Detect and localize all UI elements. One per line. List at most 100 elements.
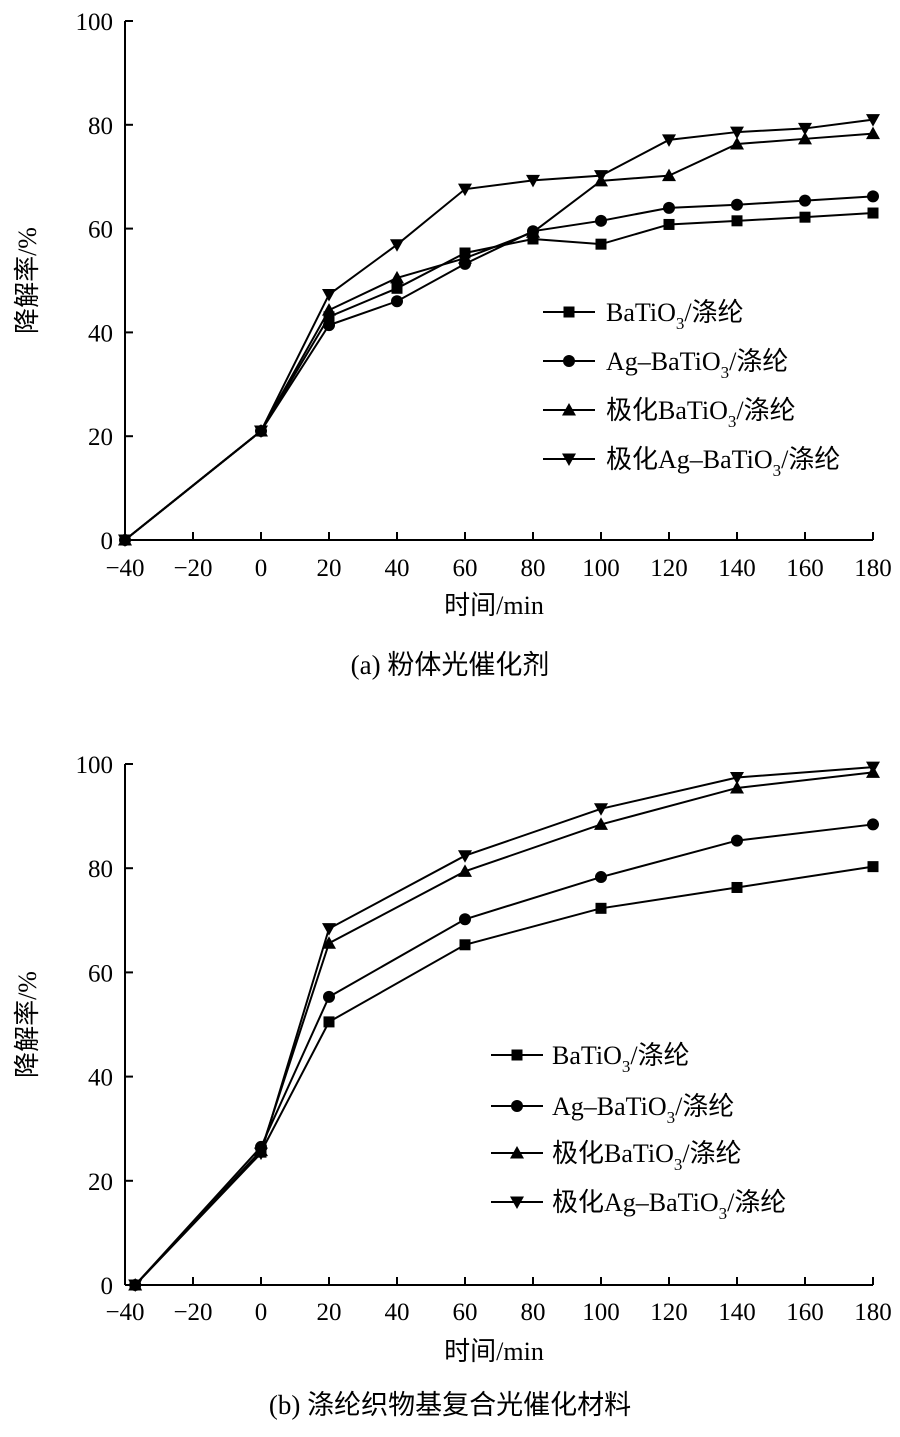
legend-item: Ag–BaTiO3/涤纶 bbox=[543, 347, 788, 382]
series-square bbox=[129, 861, 879, 1291]
data-point bbox=[390, 239, 404, 252]
legend-label: 极化Ag–BaTiO3/涤纶 bbox=[606, 445, 840, 480]
data-point bbox=[730, 780, 744, 794]
y-axis-title: 降解率/% bbox=[13, 971, 42, 1078]
y-tick-label: 60 bbox=[88, 960, 113, 987]
legend-label-main: 极化BaTiO bbox=[606, 396, 728, 425]
data-point bbox=[527, 233, 539, 245]
legend-label-subscript: 3 bbox=[674, 1155, 683, 1174]
x-tick-label: 160 bbox=[786, 1299, 824, 1326]
y-tick-label: 60 bbox=[88, 217, 113, 244]
x-tick-label: 100 bbox=[582, 1299, 620, 1326]
data-point bbox=[254, 1147, 268, 1161]
legend-label-suffix: /涤纶 bbox=[729, 347, 788, 376]
y-axis-title: 降解率/% bbox=[13, 227, 42, 334]
data-point bbox=[459, 939, 471, 951]
data-point bbox=[323, 311, 335, 323]
data-point bbox=[730, 772, 744, 785]
legend-label-suffix: /涤纶 bbox=[675, 1092, 734, 1121]
legend-label-main: 极化Ag–BaTiO bbox=[606, 445, 773, 474]
legend-label-subscript: 3 bbox=[667, 1108, 676, 1127]
x-tick-label: 0 bbox=[255, 555, 268, 582]
legend-marker bbox=[562, 403, 576, 416]
data-point bbox=[391, 282, 403, 294]
data-point bbox=[458, 183, 472, 197]
chart-caption: (a) 粉体光催化剂 bbox=[351, 650, 550, 680]
x-tick-label: 160 bbox=[786, 555, 824, 582]
data-point bbox=[595, 238, 607, 250]
data-point bbox=[526, 225, 540, 238]
chart-a: 0 20 40 60 80 100 −40 −20 0 20 40 60 80 100 120 140 160 1… bbox=[13, 9, 892, 680]
data-point bbox=[866, 114, 880, 127]
y-tick-label: 100 bbox=[76, 9, 114, 36]
x-tick-label: 60 bbox=[453, 1299, 478, 1326]
x-tick-label: 20 bbox=[317, 555, 342, 582]
legend-label-suffix: /涤纶 bbox=[630, 1041, 689, 1070]
legend-label-subscript: 3 bbox=[721, 363, 730, 382]
data-point bbox=[798, 131, 812, 145]
legend-item: 极化BaTiO3/涤纶 bbox=[543, 396, 796, 431]
legend-label-subscript: 3 bbox=[773, 461, 782, 480]
x-tick-label: 80 bbox=[521, 555, 546, 582]
data-point bbox=[526, 174, 540, 188]
data-point bbox=[594, 170, 608, 183]
legend-label-subscript: 3 bbox=[676, 314, 685, 333]
legend-label-main: 极化Ag–BaTiO bbox=[552, 1188, 719, 1217]
legend-label-subscript: 3 bbox=[622, 1057, 631, 1076]
data-point bbox=[866, 761, 880, 775]
data-point bbox=[322, 303, 336, 316]
data-point bbox=[731, 198, 743, 211]
data-point bbox=[595, 214, 607, 227]
legend-item: 极化Ag–BaTiO3/涤纶 bbox=[491, 1188, 786, 1223]
data-point bbox=[595, 871, 607, 884]
data-point bbox=[867, 861, 879, 873]
y-tick-label: 0 bbox=[101, 528, 114, 555]
legend-label-suffix: /涤纶 bbox=[684, 298, 743, 327]
data-point bbox=[458, 850, 472, 863]
data-point bbox=[662, 134, 676, 147]
legend-label: Ag–BaTiO3/涤纶 bbox=[552, 1092, 734, 1127]
y-tick-label: 100 bbox=[76, 752, 114, 779]
legend-marker bbox=[563, 306, 575, 318]
y-tick-label: 20 bbox=[88, 424, 113, 451]
legend-item: Ag–BaTiO3/涤纶 bbox=[491, 1092, 734, 1127]
y-tick-label: 0 bbox=[101, 1273, 114, 1300]
legend-marker bbox=[563, 355, 575, 367]
legend-label-main: BaTiO bbox=[606, 298, 676, 327]
data-point bbox=[595, 902, 607, 914]
data-point bbox=[663, 201, 675, 214]
x-tick-label: 100 bbox=[582, 555, 620, 582]
data-point bbox=[730, 137, 744, 150]
x-tick-label: 60 bbox=[453, 555, 478, 582]
x-tick-label: 40 bbox=[385, 555, 410, 582]
data-point bbox=[662, 168, 676, 182]
data-point bbox=[799, 194, 811, 207]
x-tick-label: 80 bbox=[521, 1299, 546, 1326]
legend-label-main: 极化BaTiO bbox=[552, 1139, 674, 1168]
legend-marker bbox=[511, 1049, 523, 1061]
legend-label: BaTiO3/涤纶 bbox=[606, 298, 744, 333]
legend-marker bbox=[510, 1196, 524, 1209]
data-point bbox=[458, 864, 472, 877]
legend-label-main: Ag–BaTiO bbox=[552, 1092, 667, 1121]
legend-item: BaTiO3/涤纶 bbox=[543, 298, 744, 333]
data-point bbox=[390, 270, 404, 284]
legend: BaTiO3/涤纶Ag–BaTiO3/涤纶极化BaTiO3/涤纶极化Ag–BaT… bbox=[491, 1041, 786, 1223]
legend-label-main: BaTiO bbox=[552, 1041, 622, 1070]
legend-marker bbox=[511, 1100, 523, 1112]
legend-label: BaTiO3/涤纶 bbox=[552, 1041, 690, 1076]
data-point bbox=[730, 126, 744, 140]
legend-label-suffix: /涤纶 bbox=[781, 445, 840, 474]
data-point bbox=[867, 818, 879, 831]
legend-label-suffix: /涤纶 bbox=[682, 1139, 741, 1168]
data-point bbox=[798, 122, 812, 136]
y-tick-label: 80 bbox=[88, 856, 113, 883]
x-tick-label: 20 bbox=[317, 1299, 342, 1326]
legend-marker bbox=[562, 453, 576, 466]
data-point bbox=[594, 817, 608, 830]
series-triangle-down bbox=[128, 761, 880, 1292]
y-tick-label: 40 bbox=[88, 320, 113, 347]
legend-label-subscript: 3 bbox=[719, 1204, 728, 1223]
data-point bbox=[731, 215, 743, 227]
